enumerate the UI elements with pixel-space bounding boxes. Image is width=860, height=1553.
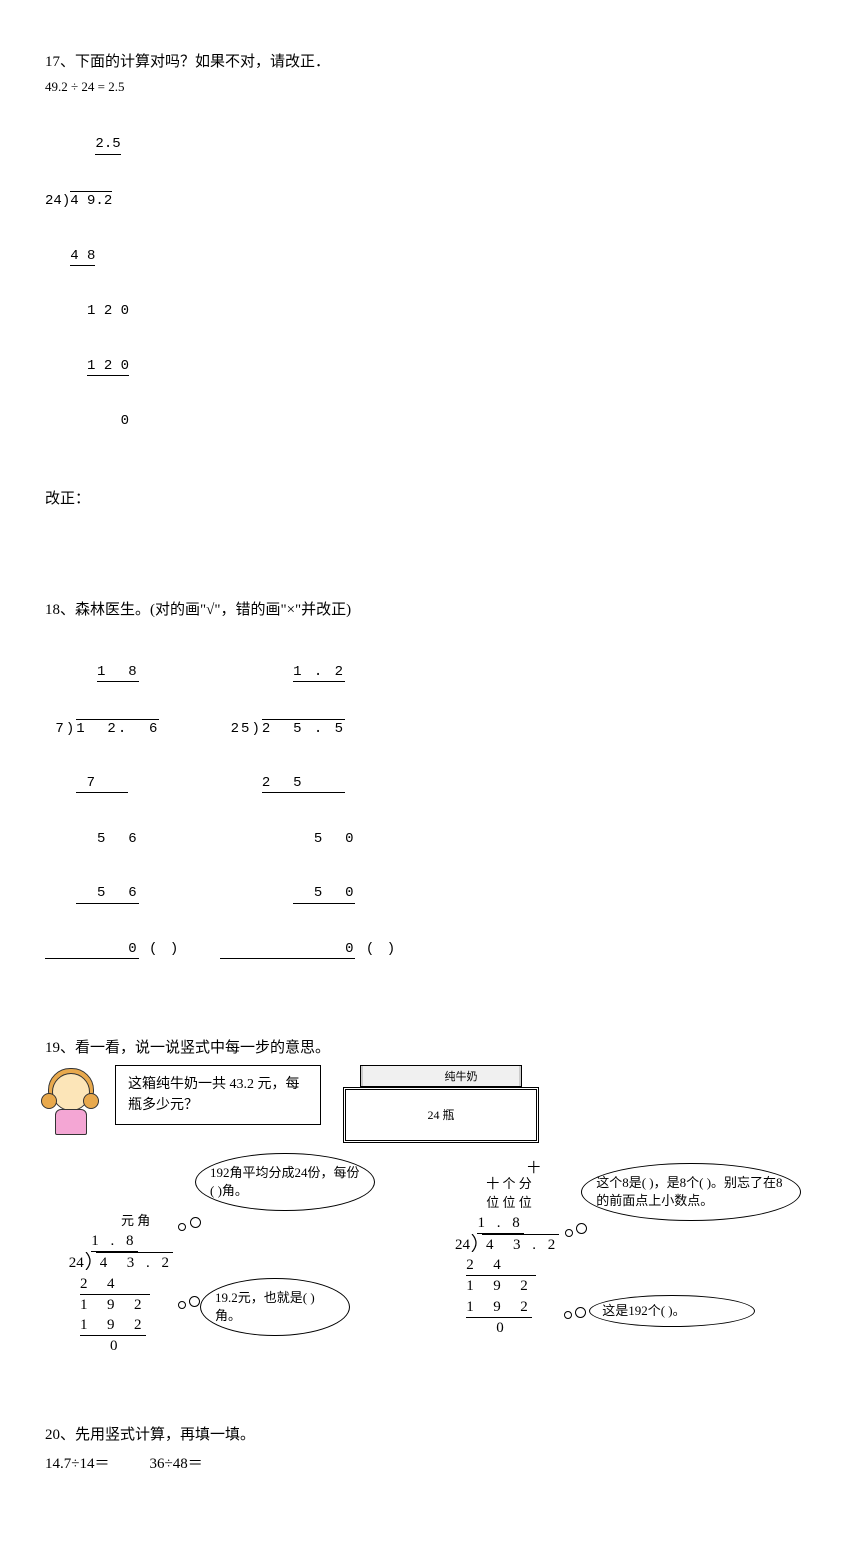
p18r-step2: 5 0 [314,831,356,847]
p18r-dividend: 2 5 . 5 [262,719,345,738]
p17-quotient: 2.5 [95,135,120,154]
p19r-place-labels: 十 个 分 位 位 位 [486,1173,532,1211]
p19l-r: 0 [110,1338,118,1354]
p18r-remainder: 0 [345,941,355,957]
p17-correction-space [45,508,815,568]
p17-correction-label: 改正： [45,487,815,508]
p19r-dd: 4 3 . 2 [482,1234,559,1255]
p17-dividend: 4 9.2 [70,191,112,210]
think-dot [576,1223,587,1234]
p18-header: 18、森林医生。(对的画"√"，错的画"×"并改正) [45,598,815,619]
p19r-s1: 2 4 [466,1255,536,1276]
problem-19: 19、看一看，说一说竖式中每一步的意思。 这箱纯牛奶一共 43.2 元，每瓶多少… [45,1036,815,1393]
p18-right: 1 . 2 25)2 5 . 5 2 5 5 0 5 0 0 ( ) [220,627,397,996]
p19r-r: 0 [496,1320,504,1336]
girl-icon [45,1065,95,1135]
think-dot [575,1307,586,1318]
p19l-dv: 24 [69,1255,84,1271]
p19l-q: 1 . 8 [91,1231,137,1252]
p19l-s2: 1 9 2 [80,1297,146,1313]
p19-right-work: 十 十 个 分 位 位 位 这个8是( )，是8个( )。别忘了在8的前面点上小… [431,1163,815,1393]
p19-header: 19、看一看，说一说竖式中每一步的意思。 [45,1036,815,1057]
think-dot [565,1229,573,1237]
think-dot [564,1311,572,1319]
p17-divisor: 24 [45,193,62,209]
milk-label-count: 24 瓶 [427,1106,454,1123]
p17-longdiv: 2.5 24)4 9.2 4 8 1 2 0 1 2 0 0 [45,99,129,467]
think-dot [178,1223,186,1231]
p18r-quotient: 1 . 2 [293,663,345,682]
problem-17: 17、下面的计算对吗？如果不对，请改正． 49.2 ÷ 24 = 2.5 2.5… [45,50,815,568]
p18l-step3: 5 6 [97,885,139,901]
p19r-dv: 24 [455,1237,470,1253]
think-dot [178,1301,186,1309]
p19-speech: 这箱纯牛奶一共 43.2 元，每瓶多少元？ [115,1065,321,1125]
p18l-step2: 5 6 [97,831,139,847]
p17-step3: 1 2 0 [87,357,129,376]
p18l-quotient: 1 8 [97,663,139,682]
p19r-s2: 1 9 2 [466,1278,532,1294]
p18l-step1: 7 [87,775,97,791]
p18r-divisor: 25 [231,721,252,737]
problem-20: 20、先用竖式计算，再填一填。 14.7÷14＝ 36÷48＝ [45,1423,815,1473]
p18-left: 1 8 7)1 2. 6 7 5 6 5 6 0 ( ) [45,627,180,996]
p17-step2: 1 2 0 [87,303,129,319]
p18r-paren: ( ) [366,941,397,957]
p17-remainder: 0 [121,413,129,429]
think-dot [190,1217,201,1228]
p19l-unit: 元 角 [121,1213,150,1228]
p20-header: 20、先用竖式计算，再填一填。 [45,1423,815,1444]
problem-18: 18、森林医生。(对的画"√"，错的画"×"并改正) 1 8 7)1 2. 6 … [45,598,815,996]
p19r-bubble-bottom: 这是192个( )。 [589,1295,755,1327]
p17-header: 17、下面的计算对吗？如果不对，请改正． [45,50,815,71]
milk-label-top: 纯牛奶 [361,1068,561,1084]
milk-box-icon: 纯牛奶 24 瓶 [341,1065,541,1143]
p18r-step3: 5 0 [314,885,356,901]
p17-equation: 49.2 ÷ 24 = 2.5 [45,79,815,95]
p20-eq2: 36÷48＝ [149,1452,202,1473]
p19l-dd: 4 3 . 2 [96,1252,173,1273]
p18l-divisor: 7 [55,721,65,737]
think-dot [189,1296,200,1307]
p17-step1: 4 8 [70,247,95,266]
p18l-remainder: 0 [128,941,138,957]
p19-left-work: 192角平均分成24份，每份( )角。 元 角 1 . 8 244 3 . 2 … [45,1163,371,1383]
p19l-bubble-bottom: 19.2元，也就是( )角。 [200,1278,350,1336]
p19l-s1: 2 4 [80,1274,150,1295]
p19r-s3: 1 9 2 [466,1297,532,1318]
p19r-bubble-top: 这个8是( )，是8个( )。别忘了在8的前面点上小数点。 [581,1163,801,1221]
p20-eq1: 14.7÷14＝ [45,1452,109,1473]
p19l-bubble-top: 192角平均分成24份，每份( )角。 [195,1153,375,1211]
p18r-step1: 2 5 [262,775,304,791]
p18l-dividend: 1 2. 6 [76,719,159,738]
p19l-s3: 1 9 2 [80,1315,146,1336]
p18l-paren: ( ) [149,941,180,957]
